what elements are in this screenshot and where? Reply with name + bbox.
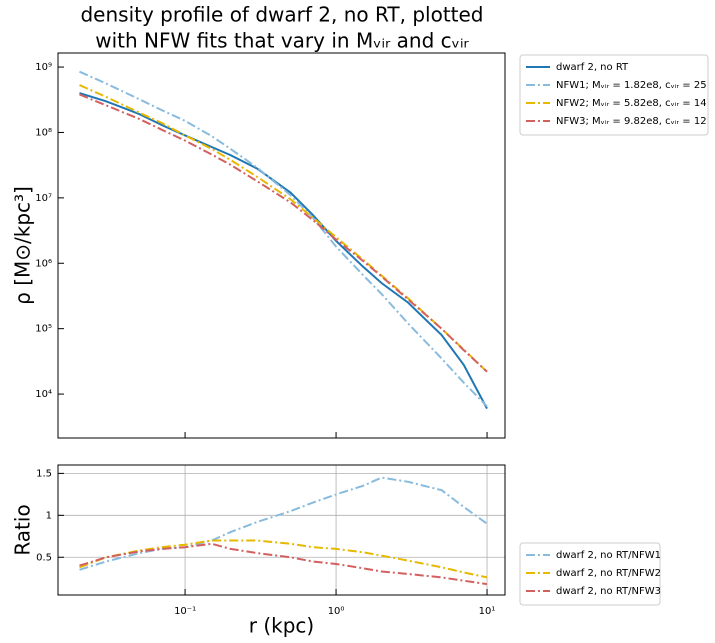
- legend-label: dwarf 2, no RT: [556, 62, 629, 73]
- series-line: [79, 542, 488, 586]
- y-tick-label: 1: [46, 510, 52, 521]
- y-tick-label: 10⁶: [35, 258, 52, 269]
- series-line: [79, 93, 488, 373]
- y-axis-label: Ratio: [11, 504, 35, 555]
- plot-frame: [57, 464, 506, 596]
- y-tick-label: 10⁵: [35, 324, 52, 335]
- y-tick-label: 1.5: [36, 468, 52, 479]
- legend-label: dwarf 2, no RT/NFW2: [556, 568, 661, 579]
- x-tick-label: 10⁰: [328, 606, 345, 617]
- series-line: [79, 539, 488, 579]
- x-tick-label: 10⁻¹: [174, 606, 196, 617]
- legend-frame: [519, 54, 709, 136]
- series-line: [79, 84, 488, 373]
- legend-label: NFW2; Mᵥᵢᵣ = 5.82e8, cᵥᵢᵣ = 14: [556, 98, 707, 109]
- legend-label: NFW3; Mᵥᵢᵣ = 9.82e8, cᵥᵢᵣ = 12: [556, 116, 707, 127]
- legend-label: NFW1; Mᵥᵢᵣ = 1.82e8, cᵥᵢᵣ = 25: [556, 80, 707, 91]
- y-axis-label: ρ [M⊙/kpc³]: [11, 186, 35, 305]
- series-line: [79, 70, 488, 408]
- legend-label: dwarf 2, no RT/NFW1: [556, 550, 661, 561]
- y-tick-label: 10⁴: [35, 389, 52, 400]
- x-tick-label: 10¹: [479, 606, 496, 617]
- chart-title: with NFW fits that vary in Mᵥᵢᵣ and cᵥᵢᵣ: [95, 29, 469, 53]
- y-tick-label: 10⁹: [35, 62, 52, 73]
- chart-title: density profile of dwarf 2, no RT, plott…: [80, 3, 483, 27]
- y-tick-label: 10⁷: [35, 193, 52, 204]
- y-tick-label: 10⁸: [35, 127, 52, 138]
- x-axis-label: r (kpc): [249, 614, 314, 638]
- series-line: [79, 92, 488, 410]
- plot-frame: [57, 52, 506, 439]
- y-tick-label: 0.5: [36, 552, 52, 563]
- legend-label: dwarf 2, no RT/NFW3: [556, 586, 661, 597]
- legend-frame: [519, 542, 661, 606]
